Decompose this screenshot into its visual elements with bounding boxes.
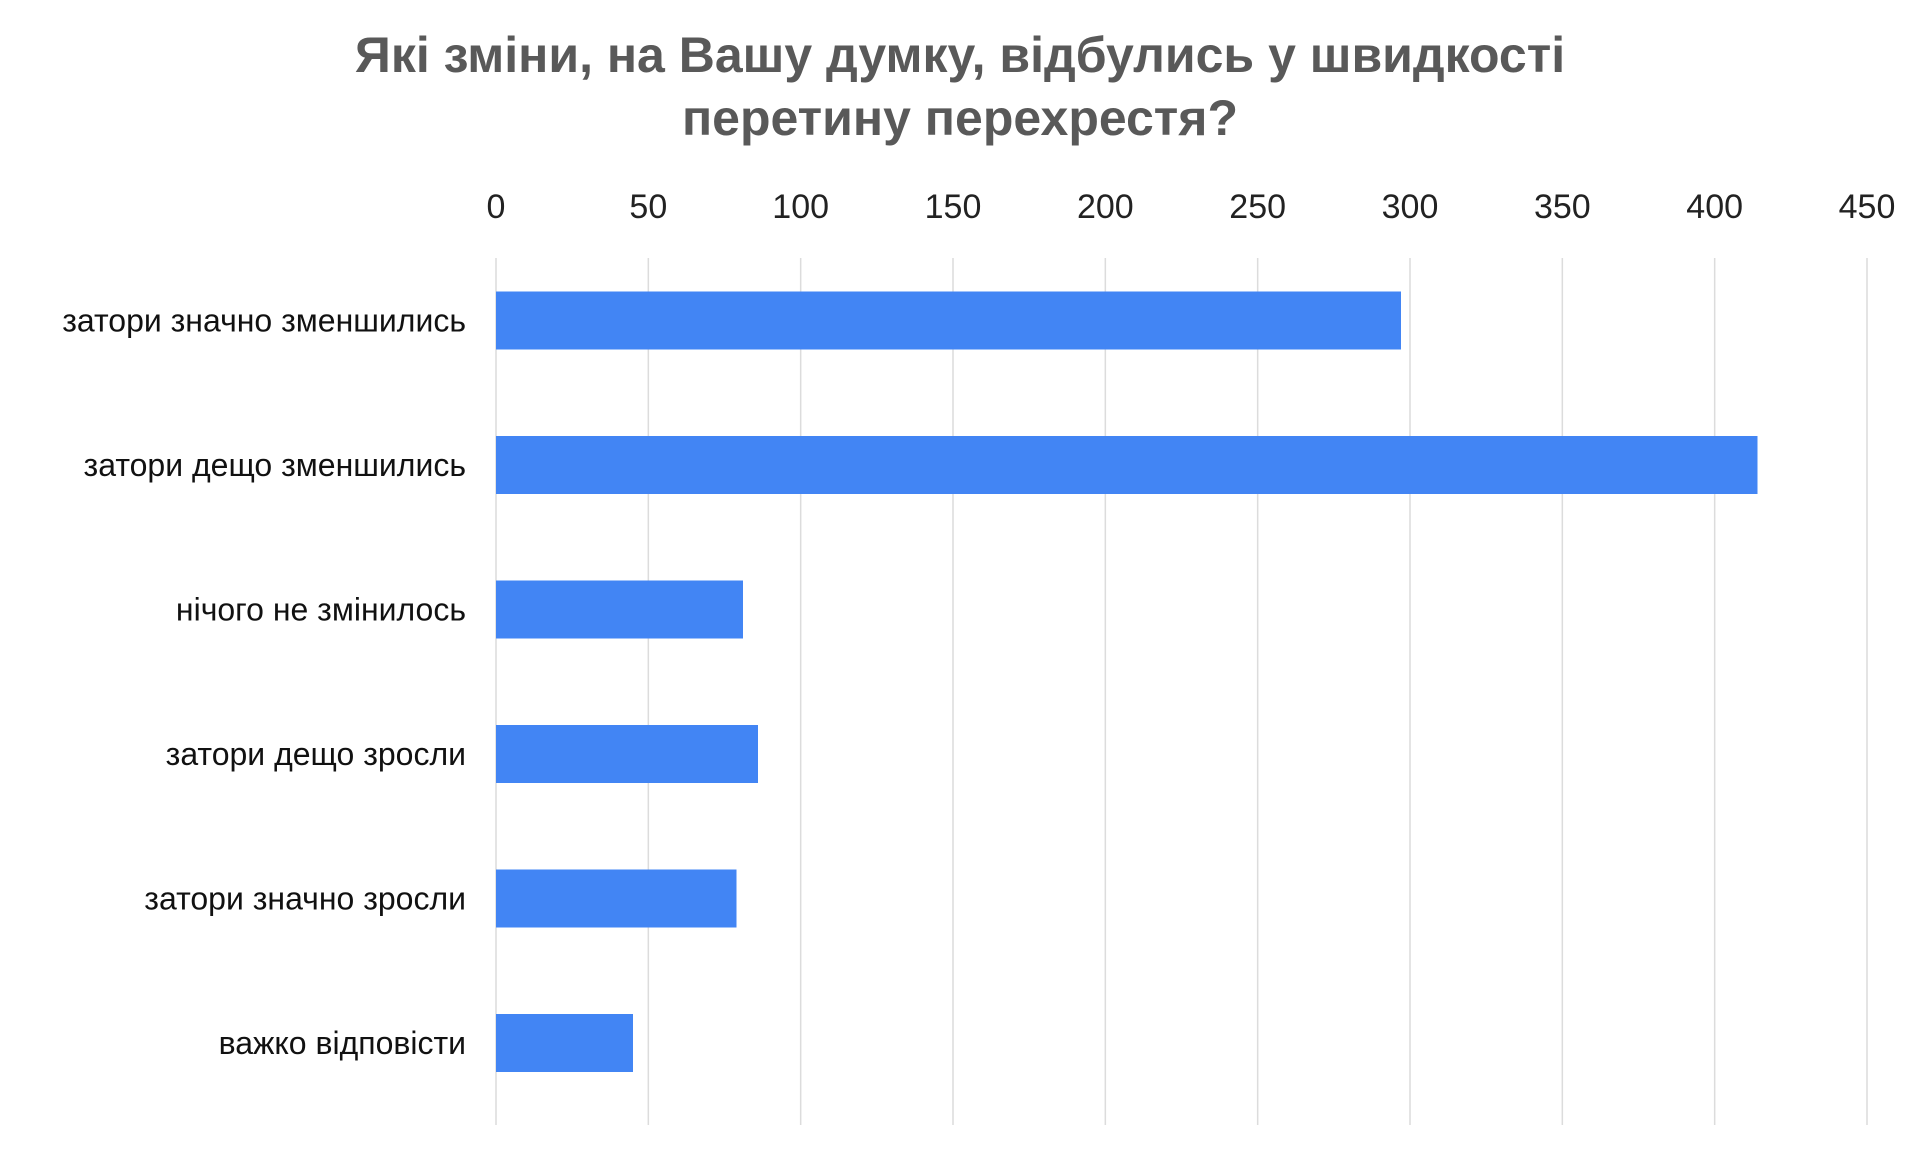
gridlines: [495, 258, 1868, 1125]
bars: [496, 291, 1758, 1072]
bar: [496, 291, 1401, 350]
bar: [496, 580, 743, 639]
x-tick-label: 350: [1534, 188, 1591, 226]
category-labels: затори значно зменшились затори дещо змен…: [62, 302, 466, 1061]
chart-title-line-2: перетину перехрестя?: [682, 90, 1238, 146]
x-tick-label: 300: [1382, 188, 1439, 226]
x-tick-label: 150: [925, 188, 982, 226]
chart-title-line-1: Які зміни, на Вашу думку, відбулись у шв…: [355, 27, 1565, 83]
x-tick-label: 400: [1686, 188, 1743, 226]
bar: [496, 1013, 634, 1072]
category-label: затори дещо зменшились: [84, 447, 466, 483]
x-tick-label: 0: [487, 188, 506, 226]
x-tick-label: 100: [772, 188, 829, 226]
bar: [496, 869, 737, 928]
bar: [496, 724, 759, 783]
bar: [496, 435, 1758, 494]
x-tick-label: 50: [629, 188, 667, 226]
category-label: затори значно зросли: [144, 880, 466, 916]
category-label: затори значно зменшились: [62, 302, 466, 338]
x-tick-label: 200: [1077, 188, 1134, 226]
category-label: нічого не змінилось: [176, 591, 466, 627]
x-tick-label: 250: [1229, 188, 1286, 226]
category-label: важко відповісти: [219, 1025, 466, 1061]
category-label: затори дещо зросли: [166, 736, 466, 772]
x-axis-ticks: 0 50 100 150 200 250 300 350 400 450: [487, 188, 1896, 226]
x-tick-label: 450: [1839, 188, 1896, 226]
chart-title: Які зміни, на Вашу думку, відбулись у шв…: [355, 27, 1565, 146]
